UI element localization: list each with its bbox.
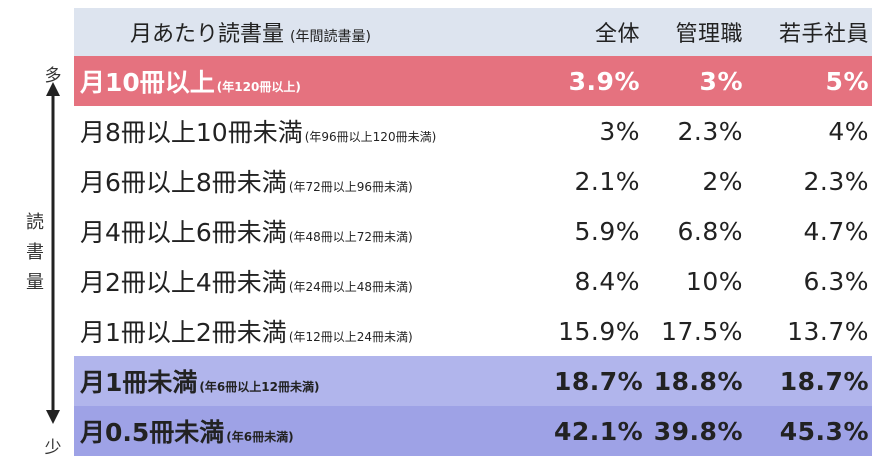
value-managers: 3% bbox=[699, 66, 743, 96]
row-note: (年120冊以上) bbox=[216, 80, 301, 94]
axis-top-label: 多 bbox=[44, 66, 62, 86]
value-young-employees: 5% bbox=[825, 66, 869, 96]
row-label-cell: 月0.5冊未満 (年6冊未満) bbox=[74, 413, 554, 449]
double-arrow-icon bbox=[46, 82, 60, 424]
value-young-employees: 6.3% bbox=[803, 266, 869, 296]
row-label: 月10冊以上 bbox=[80, 68, 215, 97]
table-header-row: 月あたり読書量 (年間読書量) 全体 管理職 若手社員 bbox=[74, 8, 872, 56]
value-young-employees: 4% bbox=[828, 116, 869, 146]
value-all: 15.9% bbox=[558, 316, 640, 346]
axis-vertical-label: 読書量 bbox=[26, 212, 44, 293]
row-label-cell: 月8冊以上10冊未満 (年96冊以上120冊未満) bbox=[74, 113, 554, 149]
row-label-cell: 月1冊以上2冊未満 (年12冊以上24冊未満) bbox=[74, 313, 554, 349]
reading-volume-axis: 多 読書量 少 bbox=[0, 0, 70, 471]
table-row: 月2冊以上4冊未満 (年24冊以上48冊未満) 8.4% 10% 6.3% bbox=[74, 256, 872, 306]
row-label: 月6冊以上8冊未満 bbox=[80, 168, 287, 197]
header-label: 月あたり読書量 bbox=[130, 22, 285, 47]
row-label: 月2冊以上4冊未満 bbox=[80, 268, 287, 297]
value-young-employees: 18.7% bbox=[779, 366, 869, 396]
value-all: 18.7% bbox=[554, 366, 644, 396]
reading-volume-table: 月あたり読書量 (年間読書量) 全体 管理職 若手社員 月10冊以上 (年120冊以… bbox=[74, 8, 872, 456]
value-all: 2.1% bbox=[574, 166, 640, 196]
row-label-cell: 月1冊未満 (年6冊以上12冊未満) bbox=[74, 363, 554, 399]
table-row: 月1冊未満 (年6冊以上12冊未満) 18.7% 18.8% 18.7% bbox=[74, 356, 872, 406]
row-label-cell: 月10冊以上 (年120冊以上) bbox=[74, 63, 554, 99]
table-row: 月10冊以上 (年120冊以上) 3.9% 3% 5% bbox=[74, 56, 872, 106]
row-note: (年24冊以上48冊未満) bbox=[288, 280, 413, 294]
table-row: 月4冊以上6冊未満 (年48冊以上72冊未満) 5.9% 6.8% 4.7% bbox=[74, 206, 872, 256]
header-label-cell: 月あたり読書量 (年間読書量) bbox=[74, 16, 554, 48]
value-young-employees: 2.3% bbox=[803, 166, 869, 196]
row-label-cell: 月6冊以上8冊未満 (年72冊以上96冊未満) bbox=[74, 163, 554, 199]
value-all: 3% bbox=[599, 116, 640, 146]
row-note: (年72冊以上96冊未満) bbox=[288, 180, 413, 194]
header-col-young-employees: 若手社員 bbox=[778, 22, 869, 47]
value-all: 5.9% bbox=[574, 216, 640, 246]
value-all: 3.9% bbox=[568, 66, 640, 96]
value-young-employees: 45.3% bbox=[779, 416, 869, 446]
header-sublabel: (年間読書量) bbox=[290, 29, 371, 45]
row-note: (年48冊以上72冊未満) bbox=[288, 230, 413, 244]
value-managers: 2% bbox=[702, 166, 743, 196]
table-row: 月8冊以上10冊未満 (年96冊以上120冊未満) 3% 2.3% 4% bbox=[74, 106, 872, 156]
value-all: 42.1% bbox=[554, 416, 644, 446]
row-label-cell: 月2冊以上4冊未満 (年24冊以上48冊未満) bbox=[74, 263, 554, 299]
row-note: (年6冊未満) bbox=[226, 430, 294, 444]
row-label: 月8冊以上10冊未満 bbox=[80, 118, 303, 147]
row-label-cell: 月4冊以上6冊未満 (年48冊以上72冊未満) bbox=[74, 213, 554, 249]
value-managers: 39.8% bbox=[653, 416, 743, 446]
row-label: 月1冊以上2冊未満 bbox=[80, 318, 287, 347]
table-row: 月6冊以上8冊未満 (年72冊以上96冊未満) 2.1% 2% 2.3% bbox=[74, 156, 872, 206]
row-note: (年6冊以上12冊未満) bbox=[199, 380, 320, 394]
row-label: 月1冊未満 bbox=[80, 368, 198, 397]
axis-bottom-label: 少 bbox=[44, 438, 62, 458]
header-col-managers: 管理職 bbox=[675, 22, 743, 47]
row-note: (年96冊以上120冊未満) bbox=[304, 130, 437, 144]
value-young-employees: 13.7% bbox=[787, 316, 869, 346]
value-managers: 10% bbox=[685, 266, 743, 296]
value-managers: 6.8% bbox=[677, 216, 743, 246]
table-row: 月0.5冊未満 (年6冊未満) 42.1% 39.8% 45.3% bbox=[74, 406, 872, 456]
value-managers: 2.3% bbox=[677, 116, 743, 146]
row-note: (年12冊以上24冊未満) bbox=[288, 330, 413, 344]
value-all: 8.4% bbox=[574, 266, 640, 296]
value-young-employees: 4.7% bbox=[803, 216, 869, 246]
row-label: 月4冊以上6冊未満 bbox=[80, 218, 287, 247]
value-managers: 18.8% bbox=[653, 366, 743, 396]
table-row: 月1冊以上2冊未満 (年12冊以上24冊未満) 15.9% 17.5% 13.7% bbox=[74, 306, 872, 356]
header-col-all: 全体 bbox=[594, 22, 640, 47]
row-label: 月0.5冊未満 bbox=[80, 418, 225, 447]
value-managers: 17.5% bbox=[661, 316, 743, 346]
